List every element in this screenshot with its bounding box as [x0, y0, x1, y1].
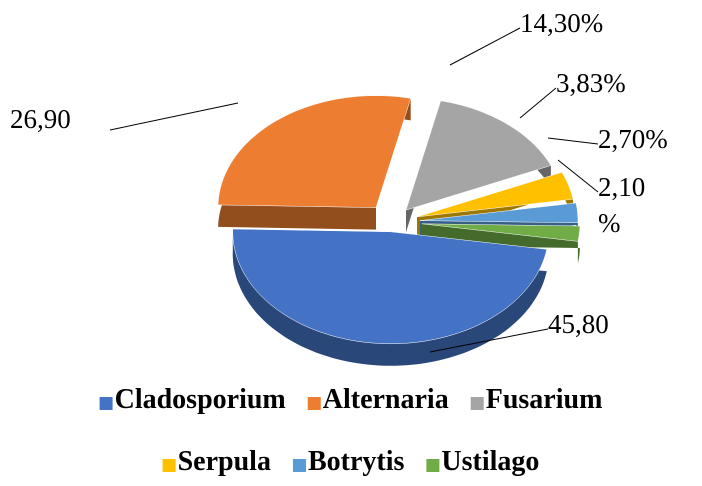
- data-label: 3,83%: [556, 68, 626, 98]
- legend-label: Alternaria: [323, 384, 449, 415]
- slice: [416, 172, 574, 218]
- data-label: 45,80: [548, 309, 609, 339]
- data-label: 2,10%: [598, 172, 645, 238]
- slice: [405, 100, 552, 211]
- slice-side: [232, 229, 547, 366]
- leader-line: [557, 159, 599, 193]
- leader-line: [519, 87, 557, 119]
- legend-swatch: [426, 459, 440, 472]
- data-label: 14,30%: [520, 8, 603, 38]
- legend-swatch: [162, 459, 176, 472]
- leader-line: [547, 137, 599, 145]
- data-labels: 45,80 26,90 14,30% 3,83% 2,70% 2,10%: [10, 8, 668, 353]
- legend-label: Ustilago: [441, 446, 539, 477]
- leader-line: [429, 328, 549, 353]
- data-label: 26,90: [10, 104, 71, 134]
- legend: Cladosporium Alternaria Fusarium Serpula Bot…: [99, 384, 603, 477]
- slice: [421, 223, 581, 242]
- legend-swatch: [307, 397, 321, 410]
- legend-label: Serpula: [178, 446, 271, 477]
- legend-label: Botrytis: [308, 446, 405, 477]
- slice: [217, 95, 412, 208]
- slice: [232, 228, 548, 345]
- slice: [419, 202, 579, 224]
- legend-label: Cladosporium: [115, 384, 286, 415]
- legend-swatch: [470, 397, 484, 410]
- legend-swatch: [99, 397, 113, 410]
- pie-tops: [217, 95, 581, 345]
- legend-label: Fusarium: [486, 384, 603, 415]
- leader-line: [449, 27, 521, 66]
- leader-line: [109, 102, 239, 131]
- legend-swatch: [292, 459, 306, 472]
- data-label: 2,70%: [598, 124, 668, 154]
